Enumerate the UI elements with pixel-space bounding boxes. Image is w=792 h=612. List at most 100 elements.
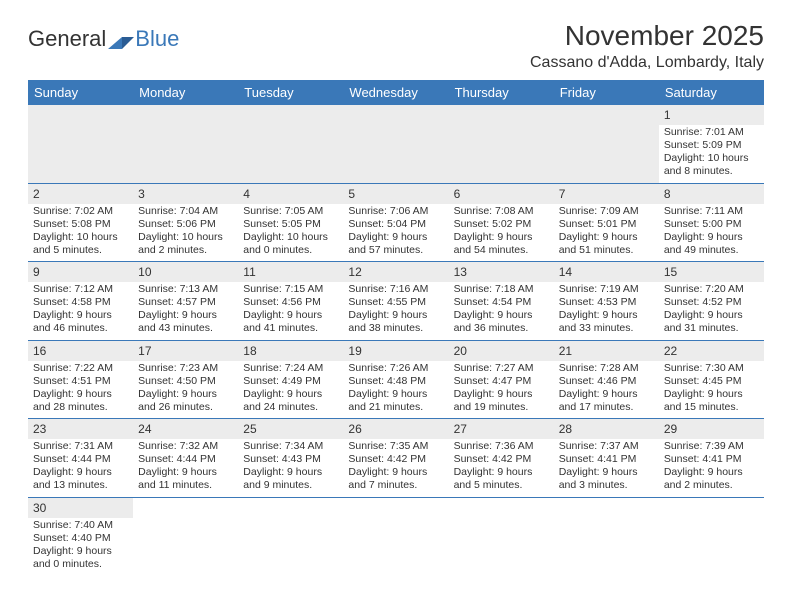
calendar-row: 9Sunrise: 7:12 AMSunset: 4:58 PMDaylight… [28, 262, 764, 341]
daylight-text: and 0 minutes. [243, 244, 338, 257]
calendar-cell: 26Sunrise: 7:35 AMSunset: 4:42 PMDayligh… [343, 419, 448, 497]
day-number: 25 [238, 419, 343, 439]
daylight-text: and 11 minutes. [138, 479, 233, 492]
logo-text-general: General [28, 26, 106, 52]
sunset-text: Sunset: 5:06 PM [138, 218, 233, 231]
sunrise-text: Sunrise: 7:16 AM [348, 283, 443, 296]
sunrise-text: Sunrise: 7:40 AM [33, 519, 128, 532]
calendar-cell: 9Sunrise: 7:12 AMSunset: 4:58 PMDaylight… [28, 262, 133, 340]
daylight-text: Daylight: 9 hours [348, 231, 443, 244]
sunset-text: Sunset: 4:41 PM [559, 453, 654, 466]
calendar-cell [449, 498, 554, 576]
sunrise-text: Sunrise: 7:15 AM [243, 283, 338, 296]
weekday-sun: Sunday [28, 80, 133, 105]
calendar-cell [659, 498, 764, 576]
calendar-row: 2Sunrise: 7:02 AMSunset: 5:08 PM Daylight… [28, 184, 764, 263]
calendar-cell [554, 105, 659, 183]
day-number: 5 [343, 184, 448, 204]
day-number: 26 [343, 419, 448, 439]
sunset-text: Sunset: 5:08 PM [33, 218, 128, 231]
weekday-thu: Thursday [449, 80, 554, 105]
daylight-text: Daylight: 9 hours [664, 388, 759, 401]
day-number: 20 [449, 341, 554, 361]
daylight-text: and 2 minutes. [664, 479, 759, 492]
sunset-text: Sunset: 4:58 PM [33, 296, 128, 309]
calendar-cell: 24Sunrise: 7:32 AMSunset: 4:44 PMDayligh… [133, 419, 238, 497]
daylight-text: Daylight: 9 hours [454, 231, 549, 244]
sunset-text: Sunset: 4:44 PM [138, 453, 233, 466]
daylight-text: and 3 minutes. [559, 479, 654, 492]
calendar-header: Sunday Monday Tuesday Wednesday Thursday… [28, 80, 764, 105]
sunrise-text: Sunrise: 7:05 AM [243, 205, 338, 218]
sunset-text: Sunset: 4:57 PM [138, 296, 233, 309]
calendar-cell [343, 105, 448, 183]
logo-flag-icon [108, 31, 134, 47]
sunrise-text: Sunrise: 7:20 AM [664, 283, 759, 296]
location: Cassano d'Adda, Lombardy, Italy [530, 54, 764, 72]
title-block: November 2025 Cassano d'Adda, Lombardy, … [530, 20, 764, 72]
day-number: 7 [554, 184, 659, 204]
calendar-cell: 27Sunrise: 7:36 AMSunset: 4:42 PMDayligh… [449, 419, 554, 497]
calendar-cell [554, 498, 659, 576]
day-number: 9 [28, 262, 133, 282]
sunset-text: Sunset: 4:40 PM [33, 532, 128, 545]
daylight-text: and 8 minutes. [664, 165, 759, 178]
daylight-text: Daylight: 9 hours [138, 309, 233, 322]
daylight-text: Daylight: 9 hours [559, 309, 654, 322]
sunrise-text: Sunrise: 7:02 AM [33, 205, 128, 218]
day-number: 8 [659, 184, 764, 204]
daylight-text: and 9 minutes. [243, 479, 338, 492]
calendar-cell [28, 105, 133, 183]
sunrise-text: Sunrise: 7:31 AM [33, 440, 128, 453]
daylight-text: Daylight: 9 hours [243, 466, 338, 479]
calendar-cell: 11Sunrise: 7:15 AMSunset: 4:56 PMDayligh… [238, 262, 343, 340]
daylight-text: and 57 minutes. [348, 244, 443, 257]
calendar-cell: 20Sunrise: 7:27 AMSunset: 4:47 PMDayligh… [449, 341, 554, 419]
sunset-text: Sunset: 4:49 PM [243, 375, 338, 388]
daylight-text: and 21 minutes. [348, 401, 443, 414]
weekday-wed: Wednesday [343, 80, 448, 105]
sunset-text: Sunset: 4:56 PM [243, 296, 338, 309]
daylight-text: and 28 minutes. [33, 401, 128, 414]
calendar-cell: 18Sunrise: 7:24 AMSunset: 4:49 PMDayligh… [238, 341, 343, 419]
daylight-text: Daylight: 9 hours [138, 466, 233, 479]
calendar-cell [238, 498, 343, 576]
calendar-cell: 8Sunrise: 7:11 AMSunset: 5:00 PMDaylight… [659, 184, 764, 262]
day-number: 2 [28, 184, 133, 204]
day-number: 11 [238, 262, 343, 282]
calendar-cell: 2Sunrise: 7:02 AMSunset: 5:08 PMDaylight… [28, 184, 133, 262]
calendar-cell [133, 498, 238, 576]
sunrise-text: Sunrise: 7:22 AM [33, 362, 128, 375]
daylight-text: and 36 minutes. [454, 322, 549, 335]
daylight-text: and 51 minutes. [559, 244, 654, 257]
sunset-text: Sunset: 4:51 PM [33, 375, 128, 388]
sunrise-text: Sunrise: 7:01 AM [664, 126, 759, 139]
calendar-body: 1Sunrise: 7:01 AMSunset: 5:09 PMDaylight… [28, 105, 764, 575]
day-number: 6 [449, 184, 554, 204]
calendar: Sunday Monday Tuesday Wednesday Thursday… [28, 80, 764, 575]
daylight-text: Daylight: 9 hours [243, 388, 338, 401]
sunrise-text: Sunrise: 7:37 AM [559, 440, 654, 453]
sunrise-text: Sunrise: 7:23 AM [138, 362, 233, 375]
daylight-text: Daylight: 9 hours [33, 388, 128, 401]
day-number: 14 [554, 262, 659, 282]
calendar-cell: 25Sunrise: 7:34 AMSunset: 4:43 PMDayligh… [238, 419, 343, 497]
day-number: 18 [238, 341, 343, 361]
calendar-cell: 30Sunrise: 7:40 AMSunset: 4:40 PMDayligh… [28, 498, 133, 576]
sunrise-text: Sunrise: 7:18 AM [454, 283, 549, 296]
calendar-cell: 4Sunrise: 7:05 AMSunset: 5:05 PMDaylight… [238, 184, 343, 262]
day-number: 12 [343, 262, 448, 282]
calendar-row: 30Sunrise: 7:40 AMSunset: 4:40 PMDayligh… [28, 498, 764, 576]
calendar-cell [343, 498, 448, 576]
day-number: 24 [133, 419, 238, 439]
sunrise-text: Sunrise: 7:04 AM [138, 205, 233, 218]
sunrise-text: Sunrise: 7:11 AM [664, 205, 759, 218]
sunrise-text: Sunrise: 7:32 AM [138, 440, 233, 453]
weekday-fri: Friday [554, 80, 659, 105]
weekday-tue: Tuesday [238, 80, 343, 105]
daylight-text: and 13 minutes. [33, 479, 128, 492]
daylight-text: Daylight: 9 hours [33, 309, 128, 322]
calendar-cell: 29Sunrise: 7:39 AMSunset: 4:41 PMDayligh… [659, 419, 764, 497]
calendar-cell [238, 105, 343, 183]
calendar-cell [133, 105, 238, 183]
